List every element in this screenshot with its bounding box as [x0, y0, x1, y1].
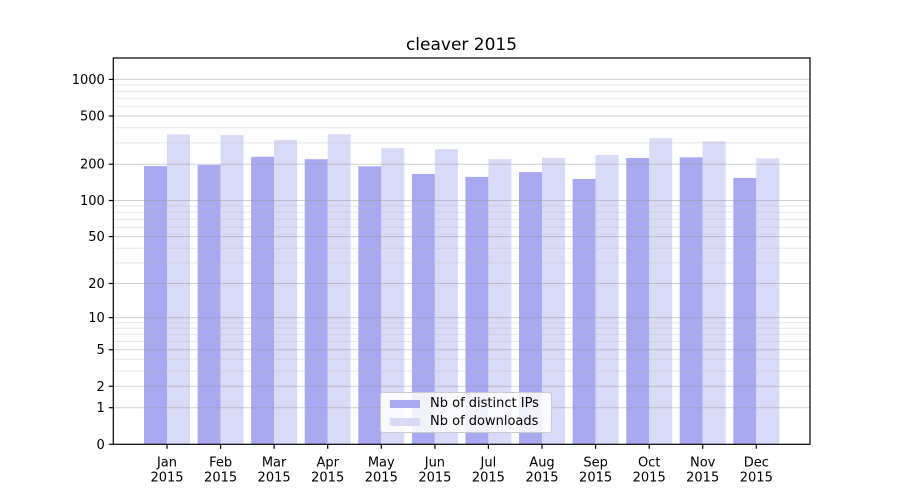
bar-downloads — [327, 134, 351, 445]
x-tick-label-month: Apr — [316, 456, 339, 471]
x-tick-label-month: Jul — [480, 456, 497, 471]
y-tick-label: 10 — [88, 311, 105, 326]
x-tick-label-month: Jun — [424, 456, 445, 471]
x-tick-label-year: 2015 — [365, 471, 398, 486]
x-tick-label-year: 2015 — [472, 471, 505, 486]
bar-downloads — [434, 149, 458, 445]
bar-distinct-ips — [572, 179, 596, 445]
legend-label-distinct-ips: Nb of distinct IPs — [430, 396, 539, 411]
x-tick-label-year: 2015 — [686, 471, 719, 486]
bar-distinct-ips — [144, 166, 167, 445]
y-tick-label: 1000 — [72, 73, 105, 88]
x-tick-label-month: Mar — [262, 456, 287, 471]
legend-swatch-distinct-ips — [390, 399, 420, 408]
x-tick-label-month: Jan — [156, 456, 177, 471]
bar-distinct-ips — [679, 157, 703, 445]
bar-distinct-ips — [465, 176, 489, 445]
x-tick-label-year: 2015 — [418, 471, 451, 486]
legend-label-downloads: Nb of downloads — [430, 414, 539, 429]
bar-downloads — [381, 148, 405, 445]
bar-downloads — [274, 139, 298, 445]
bar-downloads — [595, 155, 619, 445]
chart-title: cleaver 2015 — [405, 35, 518, 55]
bar-downloads — [542, 157, 565, 445]
bar-distinct-ips — [251, 156, 275, 445]
bar-distinct-ips — [733, 177, 757, 445]
y-tick-label: 100 — [80, 194, 105, 209]
x-tick-label-year: 2015 — [150, 471, 183, 486]
legend-item-distinct-ips: Nb of distinct IPs — [390, 396, 539, 411]
bar-downloads — [756, 158, 780, 445]
y-tick-label: 20 — [88, 277, 105, 292]
bar-distinct-ips — [519, 172, 542, 445]
legend-swatch-downloads — [390, 417, 420, 426]
bar-distinct-ips — [626, 158, 650, 445]
bar-downloads — [488, 159, 512, 445]
y-tick-label: 5 — [97, 343, 105, 358]
x-tick-label-year: 2015 — [311, 471, 344, 486]
y-tick-label: 500 — [80, 110, 105, 125]
axes-spines — [112, 57, 811, 445]
x-tick-label-year: 2015 — [579, 471, 612, 486]
y-tick-label: 2 — [97, 380, 105, 395]
legend: Nb of distinct IPs Nb of downloads — [380, 392, 552, 433]
bar-distinct-ips — [358, 166, 382, 445]
bar-distinct-ips — [411, 174, 435, 445]
y-tick-label: 0 — [97, 438, 105, 453]
bar-distinct-ips — [197, 165, 221, 445]
x-tick-label-year: 2015 — [204, 471, 237, 486]
x-tick-label-year: 2015 — [525, 471, 558, 486]
x-tick-label-month: Feb — [209, 456, 232, 471]
bar-distinct-ips — [304, 159, 328, 445]
bar-downloads — [167, 134, 190, 445]
bar-downloads — [702, 141, 726, 445]
x-tick-label-year: 2015 — [258, 471, 291, 486]
legend-item-downloads: Nb of downloads — [390, 414, 539, 429]
x-tick-label-month: Aug — [529, 456, 554, 471]
x-tick-label-year: 2015 — [633, 471, 666, 486]
y-tick-label: 50 — [88, 230, 105, 245]
bar-downloads — [649, 138, 673, 445]
x-tick-label-month: Oct — [638, 456, 660, 471]
x-tick-label-month: Sep — [583, 456, 608, 471]
bar-downloads — [220, 135, 244, 445]
x-tick-label-month: Nov — [690, 456, 716, 471]
y-tick-label: 200 — [80, 158, 105, 173]
x-tick-label-year: 2015 — [740, 471, 773, 486]
x-tick-label-month: Dec — [744, 456, 769, 471]
y-tick-label: 1 — [97, 401, 105, 416]
x-tick-label-month: May — [368, 456, 395, 471]
